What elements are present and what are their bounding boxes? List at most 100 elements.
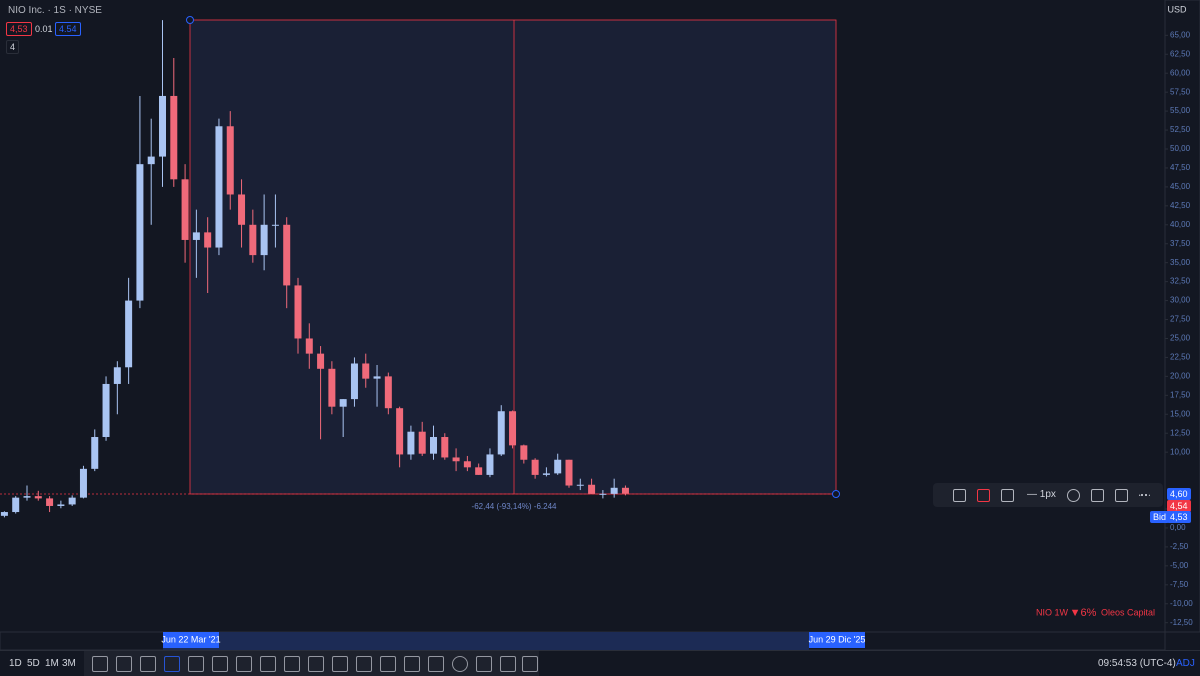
y-tick-label: -2,50 (1170, 542, 1189, 551)
candle-body (136, 164, 144, 301)
currency[interactable]: USD (1167, 4, 1187, 14)
candle-body (554, 459, 562, 474)
range-button[interactable]: 3M (62, 658, 76, 669)
candle-body (204, 232, 212, 248)
candle-body (475, 467, 483, 475)
y-tick-label: 62,50 (1170, 49, 1191, 58)
tool-icon[interactable] (140, 656, 156, 672)
tool-icon[interactable] (116, 656, 132, 672)
candle-body (542, 473, 550, 475)
tool-icon[interactable] (380, 656, 396, 672)
y-tick-label: 27,50 (1170, 315, 1191, 324)
date-badge (809, 632, 865, 648)
tool-icon[interactable] (212, 656, 228, 672)
candle-body (215, 126, 223, 248)
tool-icon[interactable] (428, 656, 444, 672)
date-badge-label: Jun 22 Mar '21 (161, 634, 220, 644)
candle-body (159, 95, 166, 157)
tool-icon[interactable] (1091, 489, 1104, 502)
candle-body (192, 232, 200, 240)
indicator-count[interactable]: 4 (6, 40, 20, 54)
tool-icon[interactable] (522, 656, 538, 672)
tool-icon[interactable] (356, 656, 372, 672)
candle-body (147, 156, 155, 165)
buy-price[interactable]: 4.54 (55, 22, 81, 36)
tool-icon[interactable] (308, 656, 324, 672)
y-tick-label: 60,00 (1170, 68, 1191, 77)
tool-icon[interactable] (953, 489, 966, 502)
candle-body (599, 493, 607, 495)
candle-body (113, 367, 121, 384)
tool-icon[interactable] (1067, 489, 1080, 502)
tool-icon[interactable] (1139, 494, 1150, 507)
tool-icon[interactable] (92, 656, 108, 672)
spread: 0.01 (35, 24, 53, 34)
handle[interactable] (186, 16, 194, 24)
y-tick-label: 52,50 (1170, 125, 1191, 134)
candle-body (328, 368, 336, 407)
sell-price[interactable]: 4,53 (6, 22, 32, 36)
candle-body (12, 497, 20, 513)
tool-icon[interactable] (188, 656, 204, 672)
y-tick-label: 30,00 (1170, 296, 1191, 305)
range-button[interactable]: 5D (27, 658, 40, 669)
y-tick-label: 20,00 (1170, 371, 1191, 380)
watermark: NIO 1W (1036, 607, 1069, 617)
measure-label: -62,44 (-93,14%) -6.244 (472, 502, 557, 511)
y-tick-label: 17,50 (1170, 390, 1191, 399)
candle-body (57, 504, 65, 506)
watermark: Oleos Capital (1101, 607, 1155, 617)
candle-body (79, 468, 87, 498)
range-button[interactable]: 1M (45, 658, 59, 669)
y-tick-label: 25,00 (1170, 334, 1191, 343)
tool-icon[interactable] (476, 656, 492, 672)
candle-body (441, 437, 449, 458)
tool-icon[interactable] (284, 656, 300, 672)
candle-body (305, 338, 313, 354)
time-range (163, 632, 809, 650)
candle-body (520, 445, 528, 460)
candle-body (565, 459, 573, 486)
candle-body (0, 512, 8, 516)
candle-body (294, 285, 302, 339)
date-badge-label: Jun 29 Dic '25 (809, 634, 866, 644)
tool-icon[interactable] (260, 656, 276, 672)
range-button[interactable]: 1D (9, 658, 22, 669)
clock: 09:54:53 (UTC-4) (1098, 658, 1176, 669)
candle-body (271, 224, 279, 226)
tool-icon[interactable] (164, 656, 180, 672)
y-tick-label: 10,00 (1170, 447, 1191, 456)
handle[interactable] (832, 490, 840, 498)
y-tick-label: 47,50 (1170, 163, 1191, 172)
line-width[interactable]: — 1px (1027, 489, 1056, 500)
tool-icon[interactable] (977, 489, 990, 502)
candle-body (238, 194, 246, 225)
y-tick-label: 45,00 (1170, 182, 1191, 191)
y-tick-label: -10,00 (1170, 599, 1193, 608)
y-tick-label: -12,50 (1170, 618, 1193, 627)
tool-icon[interactable] (1001, 489, 1014, 502)
candle-body (463, 461, 471, 468)
tool-icon[interactable] (236, 656, 252, 672)
price-axis (1164, 0, 1200, 633)
tool-icon[interactable] (500, 656, 516, 672)
symbol[interactable]: NIO Inc. · 1S · NYSE (8, 5, 102, 16)
candle-body (350, 363, 358, 400)
watermark: ▼6% (1070, 607, 1097, 619)
bottom-bar: 1D 5D 1M 3M 09:54:53 (UTC-4) ADJ (0, 650, 1200, 676)
candle-body (452, 457, 460, 462)
bid-label: Bid (1150, 511, 1170, 523)
candle-body (396, 408, 404, 455)
candle-body (102, 383, 110, 438)
y-tick-label: 22,50 (1170, 353, 1191, 362)
candle-body (46, 498, 54, 506)
candle-body (418, 431, 426, 454)
y-tick-label: 32,50 (1170, 277, 1191, 286)
tool-icon[interactable] (404, 656, 420, 672)
adj-button[interactable]: ADJ (1176, 658, 1195, 669)
candle-body (317, 353, 325, 369)
tool-icon[interactable] (1115, 489, 1128, 502)
bid-price: 4,53 (1167, 511, 1191, 523)
tool-icon[interactable] (332, 656, 348, 672)
tool-icon[interactable] (452, 656, 468, 672)
